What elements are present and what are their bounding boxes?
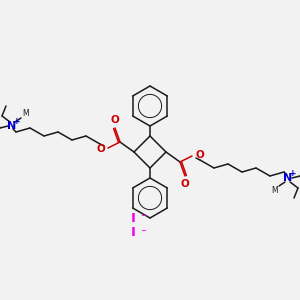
Text: O: O (195, 150, 204, 160)
Text: O: O (96, 144, 105, 154)
Text: I: I (130, 212, 135, 224)
Text: O: O (181, 179, 189, 189)
Text: +: + (13, 118, 21, 127)
Text: M: M (22, 109, 28, 118)
Text: M: M (272, 186, 278, 195)
Text: N: N (8, 121, 16, 131)
Text: O: O (111, 115, 119, 125)
Text: +: + (289, 169, 297, 178)
Text: ⁻: ⁻ (140, 228, 146, 238)
Text: ⁻: ⁻ (140, 213, 146, 223)
Text: I: I (130, 226, 135, 239)
Text: N: N (284, 173, 292, 183)
